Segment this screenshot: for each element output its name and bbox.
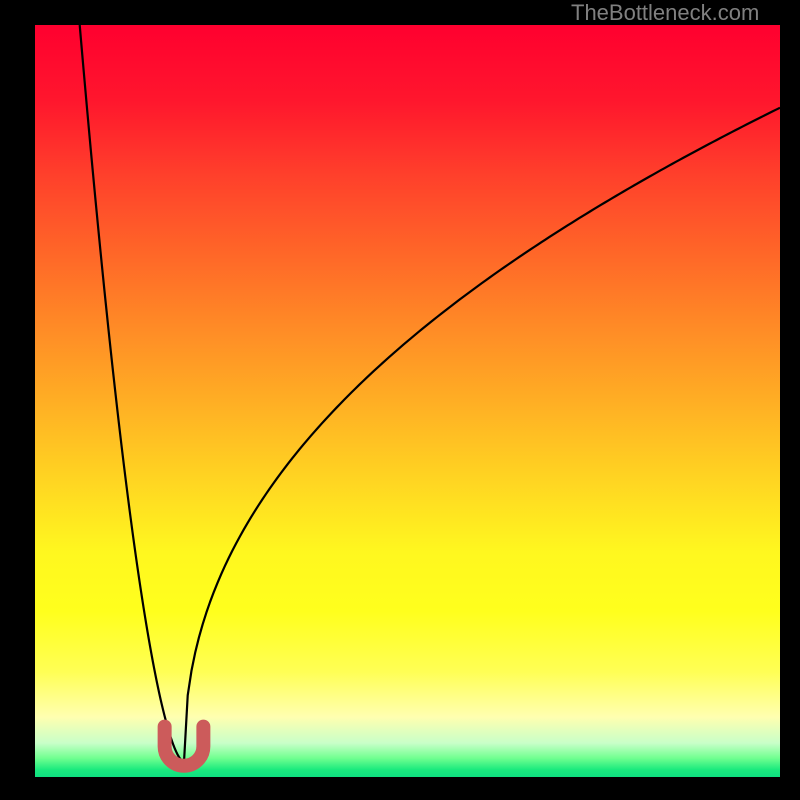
watermark-text: TheBottleneck.com [571, 0, 759, 26]
chart-svg [35, 25, 780, 777]
gradient-background [35, 25, 780, 777]
plot-area [35, 25, 780, 777]
chart-container: TheBottleneck.com [0, 0, 800, 800]
